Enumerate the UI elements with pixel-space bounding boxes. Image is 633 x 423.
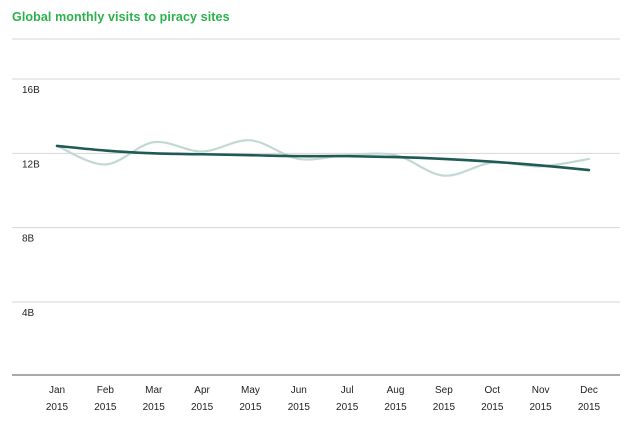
gridlines bbox=[12, 38, 620, 376]
x-tick-year-label: 2015 bbox=[336, 402, 359, 413]
y-tick-label: 16B bbox=[22, 85, 40, 96]
x-tick-month-label: Apr bbox=[194, 385, 210, 396]
x-tick-year-label: 2015 bbox=[530, 402, 553, 413]
y-tick-label: 12B bbox=[22, 159, 40, 170]
chart-title: Global monthly visits to piracy sites bbox=[12, 10, 230, 24]
x-tick-month-label: Dec bbox=[580, 385, 598, 396]
x-tick-month-label: May bbox=[241, 385, 260, 396]
x-tick-month-label: Jul bbox=[341, 385, 354, 396]
x-axis-ticks: Jan 2015 Feb 2015 Mar 2015 Apr 2015 May 2015 Jun 20… bbox=[46, 385, 601, 413]
y-axis-ticks: 4B 8B 12B 16B bbox=[22, 85, 40, 319]
x-tick-month-label: Nov bbox=[532, 385, 550, 396]
x-tick-year-label: 2015 bbox=[191, 402, 214, 413]
trend-line bbox=[55, 144, 591, 172]
series-lines bbox=[55, 139, 591, 177]
x-tick-year-label: 2015 bbox=[94, 402, 117, 413]
raw-visits-line bbox=[55, 139, 591, 177]
x-tick-month-label: Oct bbox=[484, 385, 500, 396]
x-tick-year-label: 2015 bbox=[46, 402, 69, 413]
x-tick-month-label: Jun bbox=[291, 385, 307, 396]
x-tick-month-label: Feb bbox=[97, 385, 115, 396]
x-tick-year-label: 2015 bbox=[239, 402, 262, 413]
x-tick-month-label: Mar bbox=[145, 385, 163, 396]
x-tick-year-label: 2015 bbox=[433, 402, 456, 413]
y-tick-label: 8B bbox=[22, 234, 35, 245]
x-tick-year-label: 2015 bbox=[578, 402, 601, 413]
x-tick-year-label: 2015 bbox=[481, 402, 504, 413]
x-tick-year-label: 2015 bbox=[384, 402, 407, 413]
x-tick-month-label: Sep bbox=[435, 385, 453, 396]
x-tick-month-label: Aug bbox=[387, 385, 405, 396]
x-tick-month-label: Jan bbox=[49, 385, 65, 396]
x-tick-year-label: 2015 bbox=[143, 402, 166, 413]
y-tick-label: 4B bbox=[22, 308, 35, 319]
x-tick-year-label: 2015 bbox=[288, 402, 311, 413]
